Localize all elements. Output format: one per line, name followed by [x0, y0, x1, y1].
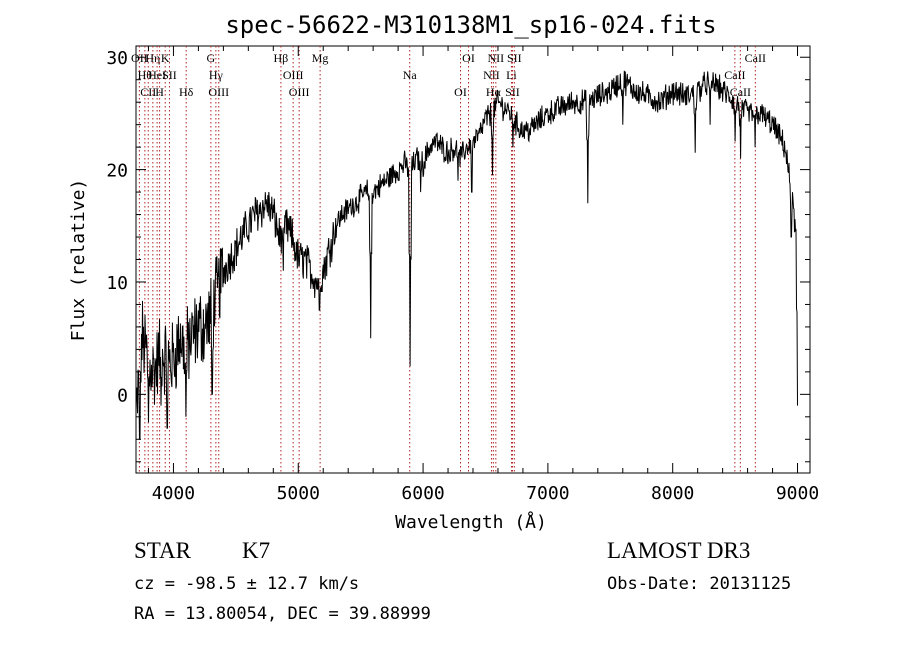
line-marker-label: Hα: [486, 85, 502, 99]
x-tick-label: 6000: [401, 483, 444, 504]
x-tick-label: 9000: [776, 483, 819, 504]
line-marker-label: OIII: [289, 85, 310, 99]
line-marker-label: G: [207, 51, 216, 65]
line-marker-label: Li: [506, 68, 517, 82]
y-tick-label: 30: [106, 48, 128, 69]
line-marker-label: SII: [162, 68, 177, 82]
plot-frame: [135, 45, 811, 474]
y-tick-label: 10: [106, 273, 128, 294]
line-marker-label: K: [161, 51, 170, 65]
y-tick-label: 0: [117, 385, 128, 406]
line-marker-label: Hγ: [209, 68, 224, 82]
x-tick-label: 8000: [651, 483, 694, 504]
survey-name: LAMOST DR3: [607, 538, 751, 563]
x-tick-label: 4000: [152, 483, 195, 504]
axis-ticks: 4000 5000 6000 7000 8000 9000 0 10 20 30: [106, 46, 819, 504]
line-marker-label: H: [155, 85, 164, 99]
line-marker-label: Hβ: [274, 51, 289, 65]
line-marker-label: OIII: [283, 68, 304, 82]
subclass: K7: [242, 538, 271, 563]
line-marker-label: OII: [131, 51, 148, 65]
line-marker-label: CaII: [724, 68, 745, 82]
x-tick-label: 5000: [277, 483, 320, 504]
line-marker-label: Na: [403, 68, 418, 82]
line-marker-label: NII: [483, 68, 500, 82]
line-marker-label: OI: [454, 85, 467, 99]
observation-date: Obs-Date: 20131125: [607, 574, 792, 594]
x-tick-label: 7000: [526, 483, 569, 504]
flux-series-line: [135, 70, 798, 440]
y-tick-label: 20: [106, 161, 128, 182]
line-marker-label: Mg: [312, 51, 329, 65]
line-marker-label: SII: [507, 51, 522, 65]
chart-title: spec-56622-M310138M1_sp16-024.fits: [225, 11, 716, 39]
line-marker-label: CaII: [745, 51, 766, 65]
line-marker-label: Hδ: [179, 85, 194, 99]
line-marker-label: CII: [140, 85, 156, 99]
x-axis-label: Wavelength (Å): [395, 511, 547, 533]
object-class: STAR: [134, 538, 191, 563]
line-marker-label: HeI: [148, 68, 166, 82]
line-marker-label: OI: [462, 51, 475, 65]
y-axis-label: Flux (relative): [68, 179, 89, 342]
line-markers: OIIHθCIIHηHeIHKSIIHδGHγOIIIHβOIIIOIIIMgN…: [131, 46, 766, 473]
redshift-velocity: cz = -98.5 ± 12.7 km/s: [134, 574, 360, 594]
line-marker-label: OIII: [208, 85, 229, 99]
line-marker-label: SII: [505, 85, 520, 99]
coordinates: RA = 13.80054, DEC = 39.88999: [134, 604, 431, 624]
line-marker-label: NII: [488, 51, 505, 65]
line-marker-label: CaII: [730, 85, 751, 99]
line-marker-label: Hη: [145, 51, 160, 65]
